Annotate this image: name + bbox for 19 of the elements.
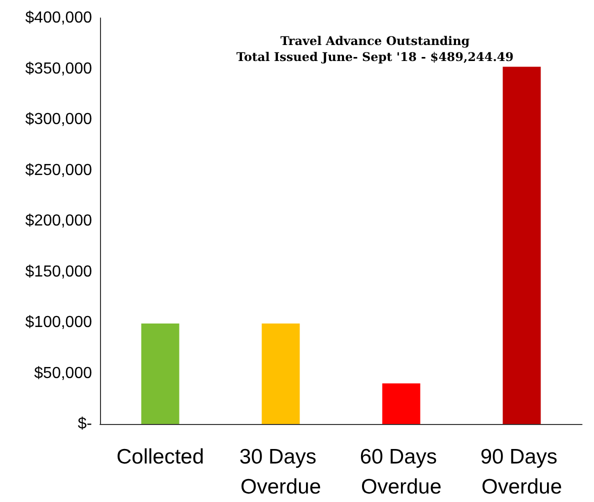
y-tick-label: $350,000	[25, 60, 92, 78]
y-tick-label: $100,000	[25, 314, 92, 331]
bar	[262, 324, 300, 424]
x-tick-label: 60 Days Overdue	[360, 446, 443, 498]
x-tick-label: 30 Days Overdue	[239, 446, 322, 498]
text: Total Issued June- Sept '18 - $489,244.49	[236, 50, 514, 64]
x-tick-label: Collected	[116, 446, 204, 468]
y-tick-label: $250,000	[25, 162, 92, 179]
bar	[502, 66, 541, 424]
bar	[141, 324, 180, 424]
bar	[382, 383, 420, 424]
y-tick-label: $300,000	[25, 111, 92, 128]
y-tick-label: $150,000	[25, 263, 92, 280]
y-tick-label: $200,000	[25, 212, 92, 230]
y-tick-label: $-	[78, 416, 92, 432]
x-tick-label: 90 Days Overdue	[480, 446, 564, 498]
text: Travel Advance Outstanding	[280, 34, 470, 48]
y-tick-label: $50,000	[34, 364, 92, 382]
y-tick-label: $400,000	[25, 10, 92, 26]
